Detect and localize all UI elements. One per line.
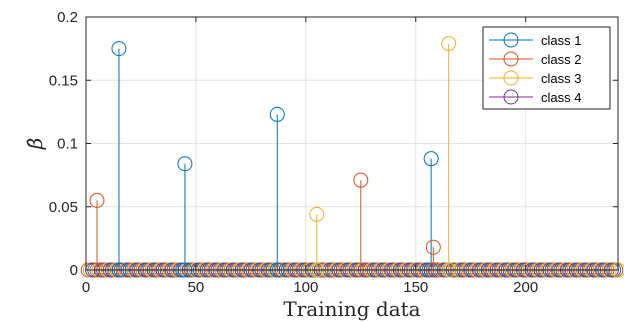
legend: class 1 class 2 class 3 class 4 (482, 26, 611, 110)
y-tick-label: 0 (70, 262, 78, 279)
stem-marker (425, 239, 441, 255)
stem-marker (269, 106, 285, 122)
x-tick-label: 150 (403, 279, 428, 296)
stem-marker (177, 156, 193, 172)
stem-marker (111, 41, 127, 57)
legend-label: class 1 (541, 33, 581, 48)
legend-label: class 4 (541, 90, 581, 105)
stem-marker (309, 206, 325, 222)
y-tick-label: 0.1 (57, 136, 78, 153)
y-tick-label: 0.15 (49, 72, 78, 89)
x-tick-label: 100 (293, 279, 318, 296)
x-tick-label: 0 (82, 279, 90, 296)
axis-ticks: 0 50 100 150 200 0 0.05 0.1 0.15 0.2 (49, 9, 618, 296)
stem-marker (441, 36, 457, 52)
x-tick-label: 200 (513, 279, 538, 296)
legend-marker (503, 70, 519, 86)
y-tick-label: 0.2 (57, 9, 78, 26)
x-tick-label: 50 (188, 279, 205, 296)
legend-label: class 3 (541, 71, 581, 86)
stem-marker (353, 172, 369, 188)
legend-marker (503, 51, 519, 67)
legend-marker (503, 89, 519, 105)
stem-marker (89, 192, 105, 208)
x-axis-title: Training data (283, 297, 420, 321)
y-tick-label: 0.05 (49, 199, 78, 216)
legend-marker (503, 32, 519, 48)
stem-marker (423, 151, 439, 167)
y-axis-title: β̂ (23, 138, 47, 151)
legend-label: class 2 (541, 52, 581, 67)
